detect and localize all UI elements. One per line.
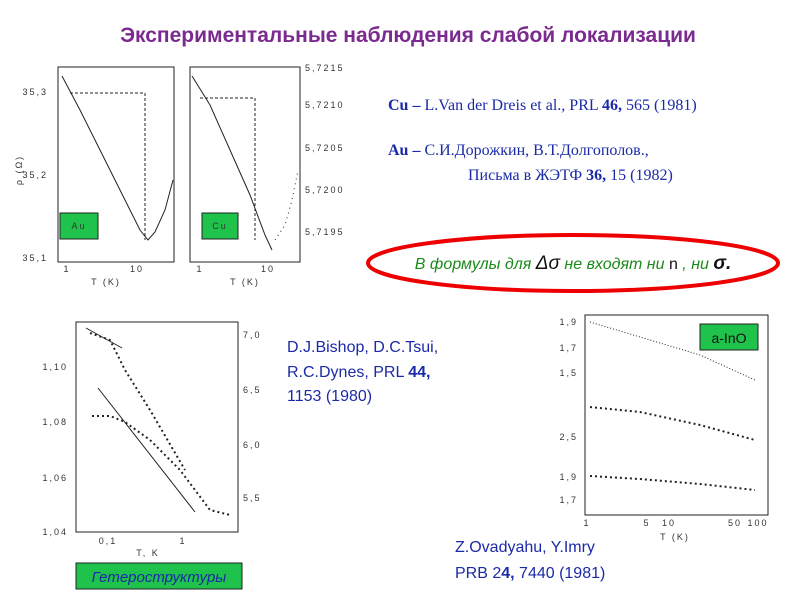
- tick: 1,9: [559, 317, 578, 327]
- label: a-InO: [711, 330, 746, 346]
- note-part: σ.: [713, 253, 731, 274]
- y-label: ρ (Ω): [14, 155, 24, 185]
- ref-bishop: R.C.Dynes, PRL 44,: [287, 364, 430, 381]
- note: В формулы для Δσ не входят ни n , ни σ.: [415, 253, 731, 274]
- tick: 6,0: [243, 440, 262, 450]
- note-part: , ни: [678, 256, 713, 273]
- ref-text: 7440 (1981): [515, 565, 606, 582]
- label: Гетероструктуры: [92, 569, 227, 586]
- ref-ovadyahu: Z.Ovadyahu, Y.Imry: [455, 539, 595, 556]
- ref-ovadyahu: PRB 24, 7440 (1981): [455, 565, 605, 582]
- ref-bishop: 1153 (1980): [287, 388, 372, 405]
- tick: 1: [583, 518, 590, 528]
- note-part: не входят ни: [560, 256, 669, 273]
- ref-vol: 4,: [501, 565, 514, 582]
- note-ellipse: [366, 233, 780, 293]
- x-label: T (K): [660, 532, 690, 542]
- plot-ino: 1,9 1,7 1,5 2,5 1,9 1,7 1 5 10 50 100 T …: [559, 314, 769, 542]
- ref-head: Cu –: [388, 97, 421, 114]
- ref-text: 15 (1982): [606, 167, 673, 184]
- tick: 1,7: [559, 495, 578, 505]
- tick: 6,5: [243, 385, 262, 395]
- tick: 1: [179, 536, 186, 546]
- tick: 5: [643, 518, 650, 528]
- tick: 1,9: [559, 472, 578, 482]
- tick: 10: [130, 264, 144, 274]
- ref-head: Au –: [388, 142, 421, 159]
- tick: 35,2: [22, 170, 48, 180]
- title: Экспериментальные наблюдения слабой лока…: [120, 24, 696, 47]
- tick: 1: [63, 264, 70, 274]
- ref-vol: 46,: [602, 97, 622, 114]
- tick: 35,3: [22, 87, 48, 97]
- label: Cu: [212, 221, 228, 231]
- ref-text: PRB 2: [455, 565, 501, 582]
- ref-text: 565 (1981): [622, 97, 697, 114]
- note-part: n: [669, 256, 678, 273]
- tick: 2,5: [559, 432, 578, 442]
- plot-au: 35,3 35,2 35,1 1 10 T (K) ρ (Ω) Au: [14, 66, 175, 287]
- ref-vol: 36,: [586, 167, 606, 184]
- note-part: Δσ: [535, 253, 562, 274]
- tick: 1: [196, 264, 203, 274]
- tick: 1,06: [42, 473, 68, 483]
- ref-au-2: Письма в ЖЭТФ 36, 15 (1982): [468, 167, 673, 184]
- label: Au: [71, 221, 86, 231]
- x-label: T (K): [230, 277, 260, 287]
- ref-text: L.Van der Dreis et al., PRL: [420, 97, 602, 114]
- tick: 5,7200: [305, 185, 345, 195]
- x-label: T, K: [136, 548, 160, 558]
- tick: 100: [747, 518, 768, 528]
- tick: 35,1: [22, 253, 48, 263]
- tick: 1,7: [559, 343, 578, 353]
- note-part: В формулы для: [415, 256, 536, 273]
- ref-bishop: D.J.Bishop, D.C.Tsui,: [287, 339, 438, 356]
- ref-vol: 44,: [408, 364, 430, 381]
- tick: 5,5: [243, 493, 262, 503]
- tick: 1,5: [559, 368, 578, 378]
- tick: 1,10: [42, 362, 68, 372]
- tick: 10: [662, 518, 676, 528]
- tick: 1,04: [42, 527, 68, 537]
- plot-bishop: 1,10 1,08 1,06 1,04 7,0 6,5 6,0 5,5 0,1 …: [42, 321, 262, 590]
- tick: 5,7210: [305, 100, 345, 110]
- tick: 7,0: [243, 330, 262, 340]
- tick: 5,7205: [305, 143, 345, 153]
- ref-au: Au – С.И.Дорожкин, В.Т.Долгополов.,: [388, 142, 649, 159]
- ref-text: С.И.Дорожкин, В.Т.Долгополов.,: [420, 142, 648, 159]
- tick: 10: [261, 264, 275, 274]
- ref-text: Письма в ЖЭТФ: [468, 167, 586, 184]
- tick: 0,1: [99, 536, 118, 546]
- tick: 1,08: [42, 417, 68, 427]
- tick: 5,7195: [305, 227, 345, 237]
- ref-cu: Cu – L.Van der Dreis et al., PRL 46, 565…: [388, 97, 697, 114]
- tick: 50: [728, 518, 742, 528]
- x-label: T (K): [91, 277, 121, 287]
- tick: 5,7215: [305, 63, 345, 73]
- ref-text: R.C.Dynes, PRL: [287, 364, 408, 381]
- plot-cu: 5,7215 5,7210 5,7205 5,7200 5,7195 1 10 …: [189, 63, 345, 287]
